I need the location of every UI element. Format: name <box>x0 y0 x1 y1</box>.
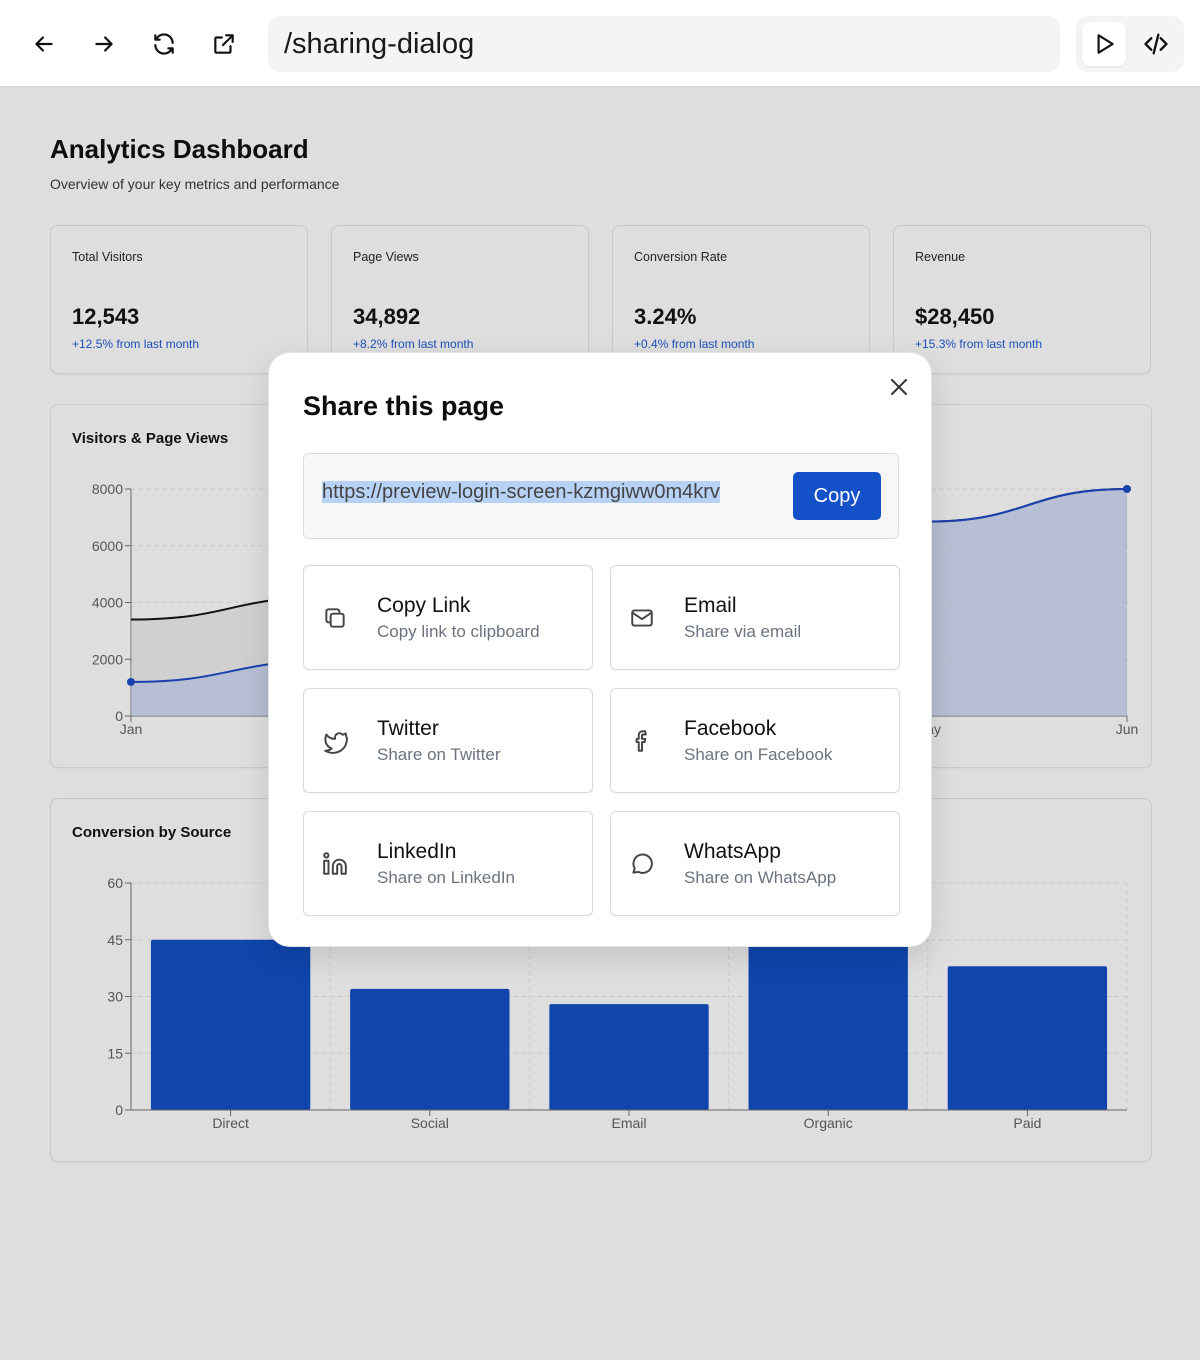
metric-label: Conversion Rate <box>634 250 728 264</box>
option-desc: Share on Facebook <box>684 745 833 764</box>
metric-value: 3.24% <box>634 304 697 329</box>
facebook-icon <box>628 727 656 755</box>
refresh-icon <box>154 33 174 55</box>
metric-change: +12.5% from last month <box>72 337 200 351</box>
y-tick-label: 0 <box>115 1102 123 1118</box>
back-button[interactable] <box>24 24 64 64</box>
y-tick-label: 45 <box>107 932 123 948</box>
share-dialog: Share this page https://preview-login-sc… <box>268 352 932 947</box>
bar <box>748 901 908 1110</box>
address-bar[interactable]: /sharing-dialog <box>268 16 1060 72</box>
option-title: LinkedIn <box>377 840 457 863</box>
play-icon <box>1097 34 1114 54</box>
run-button[interactable] <box>1082 22 1126 66</box>
option-title: Email <box>684 594 737 617</box>
x-tick-label: Organic <box>804 1115 853 1131</box>
option-title: Facebook <box>684 717 777 740</box>
option-desc: Share via email <box>684 622 802 641</box>
share-url-input[interactable]: https://preview-login-screen-kzmgiww0m4k… <box>322 481 784 513</box>
bar <box>549 1004 709 1110</box>
y-tick-label: 6000 <box>92 538 123 554</box>
forward-icon <box>95 36 113 52</box>
option-title: Twitter <box>377 717 439 740</box>
page-subtitle: Overview of your key metrics and perform… <box>50 176 340 192</box>
metric-change: +8.2% from last month <box>353 337 474 351</box>
refresh-button[interactable] <box>144 24 184 64</box>
page-title: Analytics Dashboard <box>50 134 309 164</box>
copy-button[interactable]: Copy <box>793 472 881 520</box>
metric-label: Revenue <box>915 250 966 264</box>
copy-icon <box>321 604 349 632</box>
dialog-title: Share this page <box>303 391 505 421</box>
y-tick-label: 15 <box>107 1045 123 1061</box>
chart-title: Visitors & Page Views <box>72 430 229 447</box>
y-tick-label: 8000 <box>92 481 123 497</box>
metric-label: Page Views <box>353 250 419 264</box>
x-tick-label: Paid <box>1013 1115 1041 1131</box>
share-option-linkedin[interactable]: LinkedIn Share on LinkedIn <box>303 811 593 916</box>
x-tick-label: Jun <box>1116 721 1139 737</box>
open-external-icon <box>214 34 234 54</box>
metric-change: +15.3% from last month <box>915 337 1043 351</box>
share-option-twitter[interactable]: Twitter Share on Twitter <box>303 688 593 793</box>
share-url-text: https://preview-login-screen-kzmgiww0m4k… <box>322 481 720 503</box>
option-title: WhatsApp <box>684 840 781 863</box>
metric-card-page-views: Page Views 34,892 +8.2% from last month <box>331 225 589 374</box>
share-option-facebook[interactable]: Facebook Share on Facebook <box>610 688 900 793</box>
y-tick-label: 2000 <box>92 651 123 667</box>
mail-icon <box>628 604 656 632</box>
share-option-whatsapp[interactable]: WhatsApp Share on WhatsApp <box>610 811 900 916</box>
data-point <box>1123 485 1131 493</box>
address-text: /sharing-dialog <box>284 27 475 60</box>
close-icon <box>891 379 907 395</box>
metric-value: 12,543 <box>72 304 140 329</box>
data-point <box>127 677 135 686</box>
share-option-email[interactable]: Email Share via email <box>610 565 900 670</box>
back-icon <box>35 36 53 52</box>
metric-label: Total Visitors <box>72 250 143 264</box>
bar <box>350 988 510 1110</box>
linkedin-icon <box>321 850 349 878</box>
code-button[interactable] <box>1134 22 1178 66</box>
bar <box>150 939 311 1110</box>
option-title: Copy Link <box>377 594 471 617</box>
forward-button[interactable] <box>84 24 124 64</box>
twitter-icon <box>321 727 349 755</box>
open-external-button[interactable] <box>204 24 244 64</box>
share-option-copy-link[interactable]: Copy Link Copy link to clipboard <box>303 565 593 670</box>
y-tick-label: 60 <box>107 875 123 891</box>
close-button[interactable] <box>885 373 913 401</box>
y-tick-label: 0 <box>115 708 123 724</box>
whatsapp-icon <box>628 850 656 878</box>
y-tick-label: 30 <box>107 989 123 1005</box>
run-controls <box>1076 16 1184 72</box>
metric-card-conversion: Conversion Rate 3.24% +0.4% from last mo… <box>612 225 870 374</box>
metric-card-revenue: Revenue $28,450 +15.3% from last month <box>893 225 1151 374</box>
browser-toolbar: /sharing-dialog <box>0 0 1200 87</box>
conversion-chart-card: Conversion by Source 60 45 30 15 0 Direct Soci… <box>50 798 1152 1162</box>
x-tick-label: Jan <box>120 721 143 737</box>
option-desc: Share on LinkedIn <box>377 868 515 887</box>
chart-title: Conversion by Source <box>72 824 232 841</box>
metric-card-visitors: Total Visitors 12,543 +12.5% from last m… <box>50 225 308 374</box>
metric-value: $28,450 <box>915 304 995 329</box>
code-icon <box>1144 33 1168 55</box>
share-url-box: https://preview-login-screen-kzmgiww0m4k… <box>303 453 899 539</box>
metric-value: 34,892 <box>353 304 421 329</box>
option-desc: Copy link to clipboard <box>377 622 540 641</box>
option-desc: Share on WhatsApp <box>684 868 837 887</box>
x-tick-label: Social <box>411 1115 449 1131</box>
bar <box>947 966 1108 1110</box>
y-tick-label: 4000 <box>92 595 123 611</box>
metric-change: +0.4% from last month <box>634 337 755 351</box>
option-desc: Share on Twitter <box>377 745 501 764</box>
x-tick-label: Direct <box>212 1115 249 1131</box>
x-tick-label: Email <box>611 1115 646 1131</box>
